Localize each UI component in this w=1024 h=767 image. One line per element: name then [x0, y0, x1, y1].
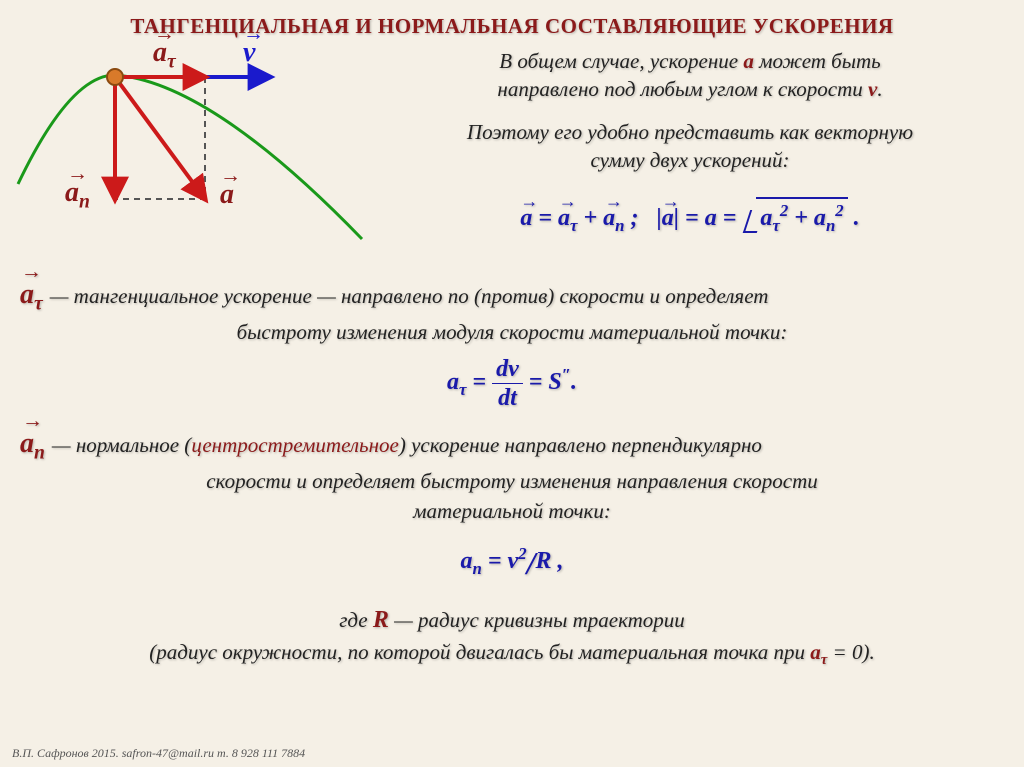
- equation-a-tau: aτ = dvdt = S″.: [0, 357, 1024, 410]
- intro-text: В общем случае, ускорение a может быть н…: [370, 47, 1010, 174]
- vector-a: [115, 77, 205, 199]
- equation-a-n: an = v2/R ,: [0, 544, 1024, 582]
- diagram-label-an: →an: [65, 177, 90, 214]
- diagram-label-at: →aτ: [153, 37, 176, 74]
- footer-credit: В.П. Сафронов 2015. safron-47@mail.ru т.…: [12, 746, 305, 761]
- diagram-label-v: →v: [243, 37, 255, 69]
- paragraph-a-tau: →aτ — тангенциальное ускорение — направл…: [0, 275, 1024, 347]
- trajectory-curve: [18, 75, 362, 239]
- vector-diagram: →aτ →v →an →a: [10, 39, 370, 249]
- paragraph-a-n: →an — нормальное (центростремительное) у…: [0, 424, 1024, 526]
- diagram-label-a: →a: [220, 179, 234, 211]
- top-row: →aτ→v→an→a // place diagram labels using…: [0, 39, 1024, 249]
- paragraph-radius: где R — радиус кривизны траектории (ради…: [0, 604, 1024, 670]
- equation-vector-sum: →a = →aτ + →an ; |→a| = a = aτ2 + an2 .: [370, 197, 1010, 236]
- material-point: [107, 69, 123, 85]
